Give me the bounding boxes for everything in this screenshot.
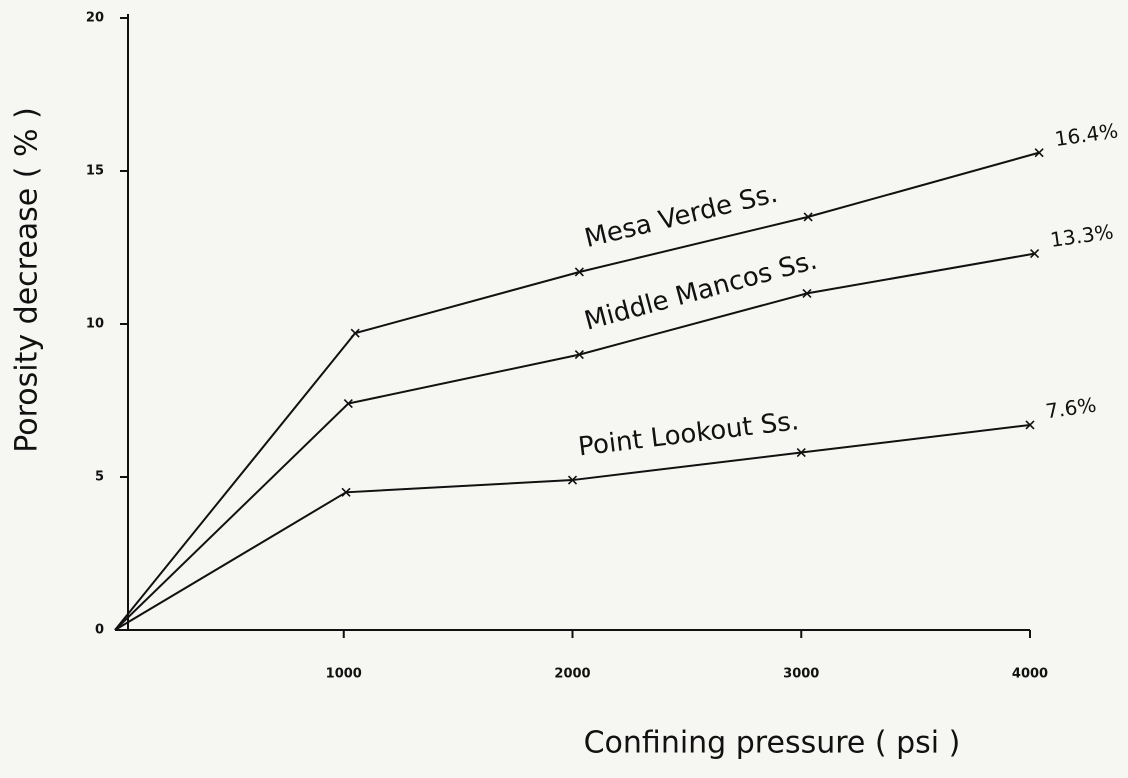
y-tick-label: 10 <box>86 317 104 332</box>
series-line <box>114 151 1040 631</box>
end-label: 7.6% <box>1044 393 1098 424</box>
data-point <box>1030 249 1040 259</box>
y-axis-label: Porosity decrease ( % ) <box>10 107 45 453</box>
series-label: Point Lookout Ss. <box>577 406 801 462</box>
data-point <box>343 398 353 409</box>
data-point <box>796 447 806 458</box>
y-tick-label: 15 <box>86 164 104 179</box>
x-tick-label: 1000 <box>326 667 362 682</box>
data-point <box>1034 148 1044 158</box>
data-point <box>574 350 584 360</box>
series-label: Mesa Verde Ss. <box>582 179 781 254</box>
x-tick-label: 3000 <box>783 667 819 682</box>
data-point <box>1025 420 1035 430</box>
end-label: 16.4% <box>1053 118 1119 151</box>
data-point <box>802 288 812 298</box>
y-tick-label: 20 <box>86 11 104 26</box>
data-point <box>341 487 351 497</box>
x-tick-label: 2000 <box>554 667 590 682</box>
end-label: 13.3% <box>1049 219 1115 252</box>
x-tick-label: 4000 <box>1012 667 1048 682</box>
y-tick-label: 5 <box>95 470 104 485</box>
x-axis-label: Confining pressure ( psi ) <box>584 726 961 761</box>
y-tick-label: 0 <box>95 623 104 638</box>
data-point <box>350 328 360 338</box>
data-point <box>567 475 578 485</box>
data-point <box>803 212 813 222</box>
data-point <box>574 267 584 277</box>
series-line <box>114 423 1031 631</box>
